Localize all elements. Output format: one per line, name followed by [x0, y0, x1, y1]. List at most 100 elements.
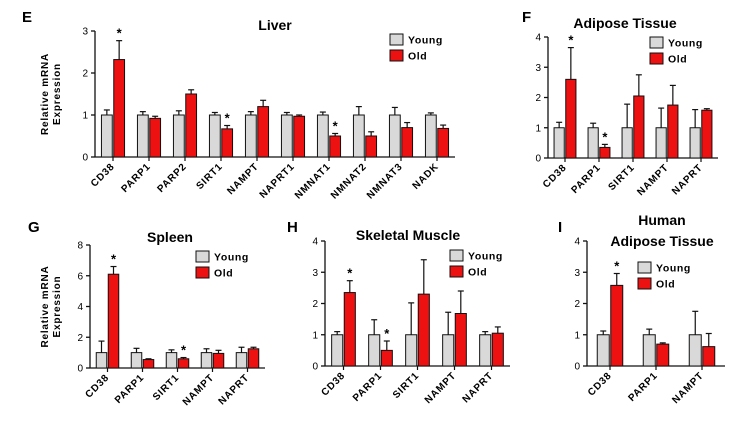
- legend-label-old: Old: [408, 51, 427, 63]
- x-tick-label: NAPRT: [670, 162, 705, 197]
- x-tick-label: SIRT1: [194, 161, 225, 192]
- bar-young: [316, 114, 329, 158]
- x-tick-label: PARP1: [626, 370, 660, 404]
- y-tick-label: 2: [82, 69, 88, 80]
- legend-swatch-young: [389, 33, 404, 46]
- x-tick-label: PARP1: [119, 161, 153, 195]
- panel-g: G Spleen 0 2 4 6 8 Relative mRNA Expression CD38 P…: [28, 219, 265, 408]
- bar-old: [185, 93, 198, 158]
- y-tick-label: 6: [77, 271, 83, 282]
- y-tick-label: 4: [77, 302, 83, 313]
- y-axis-label: Relative mRNA: [40, 53, 51, 135]
- x-tick-label: NAMPT: [670, 370, 706, 406]
- y-tick-label: 0: [77, 364, 83, 375]
- bar-old: [656, 343, 670, 367]
- x-tick-label: CD38: [89, 161, 117, 189]
- y-tick-label: 0: [574, 362, 580, 373]
- bar-young: [280, 114, 293, 158]
- y-tick-label: 8: [77, 241, 83, 252]
- legend-swatch-old: [637, 277, 652, 290]
- bar-old: [221, 128, 234, 158]
- bar-young: [352, 114, 365, 158]
- legend-swatch-young: [637, 261, 652, 274]
- bar-young: [642, 334, 656, 367]
- legend-label-young: Young: [668, 38, 703, 50]
- significance-marker: *: [614, 259, 620, 274]
- x-tick-label: CD38: [541, 162, 569, 190]
- bar-young: [405, 334, 418, 367]
- x-tick-label: NADK: [411, 161, 441, 191]
- x-tick-label: NMNAT3: [365, 161, 405, 201]
- bar-old: [343, 292, 356, 367]
- panel-letter: F: [522, 9, 531, 26]
- y-tick-label: 4: [312, 237, 318, 248]
- panel-letter: G: [28, 219, 40, 236]
- bar-old: [149, 117, 162, 158]
- bar-old: [293, 115, 306, 158]
- panel-title: Adipose Tissue: [610, 233, 713, 249]
- bar-young: [688, 334, 702, 367]
- bar-old: [491, 332, 504, 367]
- y-tick-label: 2: [312, 299, 318, 310]
- bar-old: [257, 106, 270, 158]
- panel-title: Skeletal Muscle: [356, 227, 460, 243]
- x-tick-label: PARP1: [569, 162, 603, 196]
- y-axis-label: Expression: [52, 276, 63, 338]
- bar-old: [633, 95, 645, 159]
- legend-swatch-old: [195, 266, 210, 279]
- legend-swatch-young: [649, 36, 664, 49]
- bar-young: [368, 334, 381, 367]
- bar-old: [599, 146, 611, 159]
- bar-young: [388, 114, 401, 158]
- panel-title: Spleen: [147, 229, 193, 245]
- x-tick-label: NAPRT1: [258, 161, 297, 200]
- x-tick-label: PARP1: [351, 370, 385, 404]
- significance-marker: *: [602, 129, 608, 144]
- bar-old: [177, 358, 190, 369]
- panel-i: I Human Adipose Tissue 0 1 2 3 4 CD38 PARP1 NAMPT *…: [558, 212, 725, 406]
- y-axis-label: Expression: [52, 63, 63, 125]
- legend: Young Old: [195, 250, 248, 280]
- significance-marker: *: [117, 26, 123, 41]
- y-tick-label: 4: [574, 237, 580, 248]
- significance-marker: *: [225, 111, 231, 126]
- bar-young: [165, 352, 178, 369]
- x-tick-label: NMNAT1: [293, 161, 333, 201]
- bar-young: [596, 334, 610, 367]
- y-tick-label: 0: [312, 362, 318, 373]
- y-tick-label: 1: [312, 330, 318, 341]
- legend: Young Old: [389, 33, 443, 63]
- x-tick-label: CD38: [319, 370, 347, 398]
- legend-swatch-old: [389, 49, 404, 62]
- panel-title: Human: [638, 212, 685, 228]
- significance-marker: *: [181, 343, 187, 358]
- bar-old: [365, 135, 378, 158]
- bar-young: [587, 127, 599, 159]
- legend-swatch-young: [449, 249, 464, 262]
- bar-young: [331, 334, 344, 367]
- significance-marker: *: [347, 266, 353, 281]
- bar-old: [247, 348, 260, 369]
- legend-label-young: Young: [656, 263, 691, 275]
- y-tick-label: 4: [535, 33, 541, 44]
- panel-title: Liver: [258, 17, 292, 33]
- bar-old: [212, 352, 225, 369]
- bar-old: [701, 109, 713, 159]
- y-tick-label: 2: [535, 93, 541, 104]
- bar-young: [130, 352, 143, 369]
- legend-label-young: Young: [408, 35, 443, 47]
- bar-young: [136, 114, 149, 158]
- bar-old: [610, 284, 624, 367]
- y-tick-label: 0: [535, 154, 541, 165]
- significance-marker: *: [384, 326, 390, 341]
- bar-young: [200, 352, 213, 369]
- x-tick-label: NAMPT: [225, 161, 261, 197]
- panel-letter: H: [287, 219, 298, 236]
- y-tick-label: 0: [82, 153, 88, 164]
- significance-marker: *: [111, 252, 117, 267]
- panel-letter: E: [22, 9, 32, 26]
- bar-young: [689, 127, 701, 159]
- y-tick-label: 3: [82, 27, 88, 38]
